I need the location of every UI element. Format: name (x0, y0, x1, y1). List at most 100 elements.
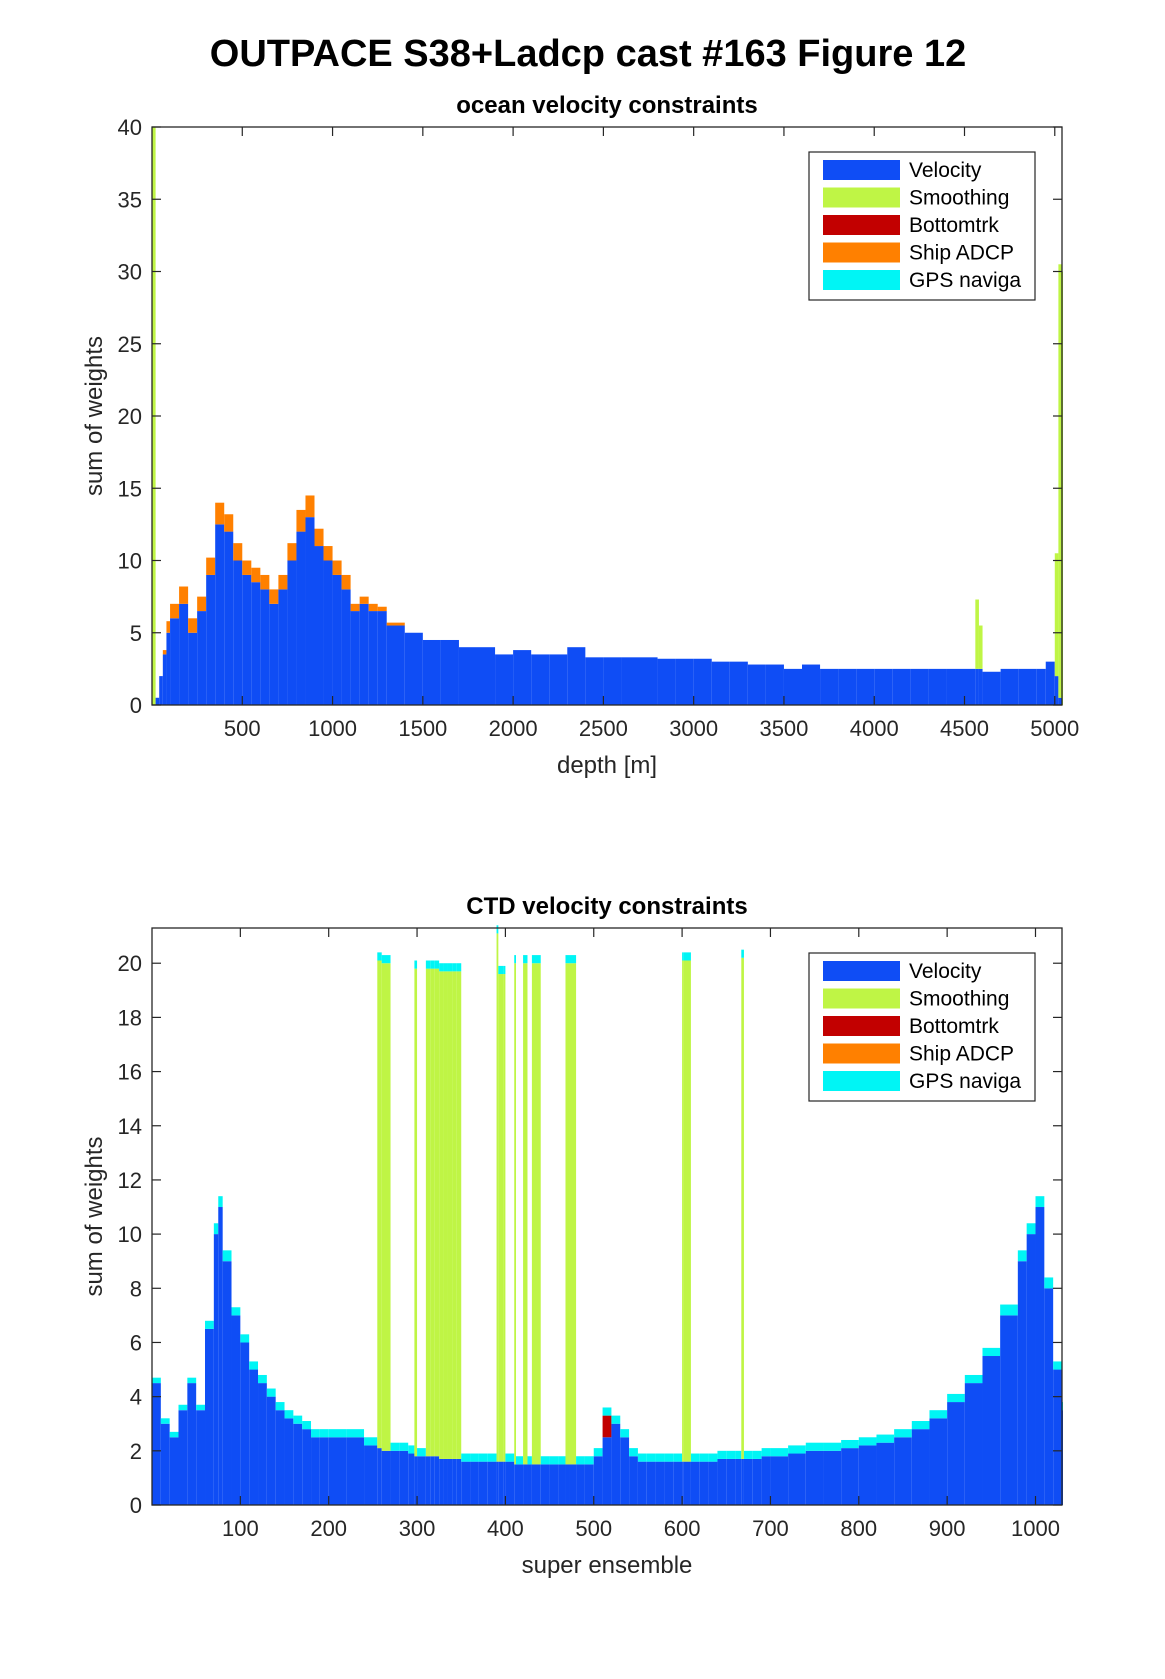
ctd-axes-frame (151, 927, 1063, 1506)
ocean-xtick-label: 2000 (489, 716, 538, 741)
ctd-xtick-label: 700 (752, 1516, 789, 1541)
ctd-ytick-label: 4 (130, 1385, 142, 1410)
ocean-bar-velocity (314, 546, 324, 705)
ocean-bar-velocity (1018, 668, 1037, 706)
ctd-bar-gps-naviga (673, 1453, 683, 1462)
ocean-legend-swatch-velocity (823, 160, 900, 180)
ocean-bar-velocity (404, 632, 423, 705)
ctd-bar-velocity (456, 1458, 462, 1505)
ctd-bar-velocity (735, 1458, 742, 1505)
ctd-bar-velocity (443, 1458, 448, 1505)
ctd-bar-smoothing (452, 971, 457, 1459)
ocean-xtick-label: 5000 (1030, 716, 1079, 741)
ocean-bar-ship-adcp (341, 574, 351, 590)
ctd-bar-velocity (947, 1402, 965, 1505)
ctd-bar-velocity (240, 1342, 250, 1505)
ctd-bar-smoothing (683, 960, 691, 1462)
ctd-bar-velocity (218, 1207, 223, 1505)
ctd-bar-velocity (708, 1461, 718, 1505)
ctd-bar-velocity (346, 1437, 365, 1505)
ocean-bar-ship-adcp (386, 622, 405, 626)
ctd-xtick-label: 900 (929, 1516, 966, 1541)
ctd-bar-smoothing (682, 960, 684, 1462)
ctd-bar-velocity (478, 1461, 488, 1505)
ctd-bar-velocity (761, 1456, 771, 1505)
ctd-bar-gps-naviga (218, 1196, 223, 1208)
ocean-bar-velocity (928, 668, 947, 706)
ocean-x-axis-label: depth [m] (557, 752, 657, 779)
ocean-bar-velocity (838, 668, 857, 706)
ocean-bar-velocity (242, 574, 252, 705)
ctd-bar-velocity (319, 1437, 329, 1505)
ocean-bar-velocity (170, 618, 180, 705)
ctd-bar-velocity (620, 1437, 630, 1505)
ctd-bar-gps-naviga (302, 1421, 312, 1430)
ocean-bar-velocity (603, 657, 622, 705)
ocean-legend-label-smoothing: Smoothing (909, 187, 1009, 210)
ocean-xtick-label: 4000 (850, 716, 899, 741)
ctd-ytick-label: 2 (130, 1439, 142, 1464)
ocean-bar-velocity (531, 654, 550, 705)
ctd-bar-gps-naviga (611, 1415, 621, 1424)
ctd-bar-gps-naviga (447, 963, 453, 972)
ctd-bar-gps-naviga (470, 1453, 479, 1462)
ocean-legend-label-gps-naviga: GPS naviga (909, 269, 1021, 292)
ocean-bar-ship-adcp (188, 618, 198, 633)
ocean-bar-ship-adcp (242, 560, 252, 575)
ctd-ytick-label: 16 (118, 1060, 142, 1085)
ocean-bar-velocity (783, 668, 802, 706)
ctd-bar-velocity (531, 1464, 541, 1505)
ctd-bar-gps-naviga (1017, 1250, 1027, 1262)
ctd-bar-gps-naviga (496, 925, 499, 934)
ctd-bar-velocity (311, 1437, 320, 1505)
ctd-bar-gps-naviga (805, 1442, 824, 1451)
ocean-bar-velocity (1045, 661, 1055, 705)
ctd-ytick-label: 12 (118, 1168, 142, 1193)
ctd-bar-velocity (699, 1461, 709, 1505)
ctd-bar-bottomtrk (602, 1415, 612, 1438)
ctd-bar-velocity (222, 1261, 232, 1505)
ctd-bars (152, 925, 1063, 1505)
ctd-bar-smoothing (381, 963, 391, 1451)
ctd-bar-smoothing (741, 957, 744, 1459)
ocean-bar-velocity (477, 647, 496, 705)
ocean-legend-label-bottomtrk: Bottomtrk (909, 214, 999, 237)
ctd-bar-gps-naviga (655, 1453, 665, 1462)
ocean-bar-ship-adcp (296, 509, 306, 532)
ctd-bar-smoothing (514, 963, 516, 1465)
ocean-bar-velocity (874, 668, 893, 706)
ctd-bar-velocity (655, 1461, 665, 1505)
ctd-bar-gps-naviga (752, 1450, 762, 1459)
ocean-bar-velocity (978, 668, 983, 706)
ctd-legend-label-ship-adcp: Ship ADCP (909, 1043, 1014, 1066)
ocean-bar-velocity (975, 668, 979, 706)
ctd-bar-velocity (593, 1456, 603, 1505)
ctd-bar-velocity (894, 1437, 912, 1505)
ocean-bar-ship-adcp (314, 528, 324, 547)
ctd-legend: Velocity Smoothing Bottomtrk Ship ADCP GPS n… (808, 952, 1036, 1102)
ctd-bar-gps-naviga (443, 963, 448, 972)
ctd-bar-velocity (664, 1461, 674, 1505)
ocean-bar-smoothing (978, 625, 983, 669)
ctd-bar-velocity (152, 1383, 161, 1505)
ctd-bar-gps-naviga (425, 960, 431, 969)
ocean-bar-velocity (206, 574, 216, 705)
ctd-ytick-label: 8 (130, 1276, 142, 1301)
ctd-bar-gps-naviga (876, 1434, 895, 1443)
ctd-bar-gps-naviga (1035, 1196, 1045, 1208)
ctd-legend-label-smoothing: Smoothing (909, 988, 1009, 1011)
ctd-bar-velocity (275, 1410, 285, 1505)
ocean-bar-velocity (729, 661, 748, 705)
ctd-bar-smoothing (565, 963, 570, 1465)
ctd-legend-swatch-bottomtrk (823, 1016, 900, 1036)
ctd-bar-gps-naviga (947, 1393, 965, 1403)
ctd-bar-gps-naviga (187, 1377, 197, 1384)
ctd-bar-velocity (1053, 1369, 1062, 1505)
ocean-bar-velocity (910, 668, 929, 706)
ocean-legend-label-ship-adcp: Ship ADCP (909, 242, 1014, 265)
ctd-bar-gps-naviga (346, 1429, 365, 1438)
ocean-xtick-label: 1000 (308, 716, 357, 741)
ctd-xtick-label: 400 (487, 1516, 524, 1541)
ctd-bar-gps-naviga (788, 1445, 806, 1454)
ctd-bar-gps-naviga (160, 1418, 170, 1424)
